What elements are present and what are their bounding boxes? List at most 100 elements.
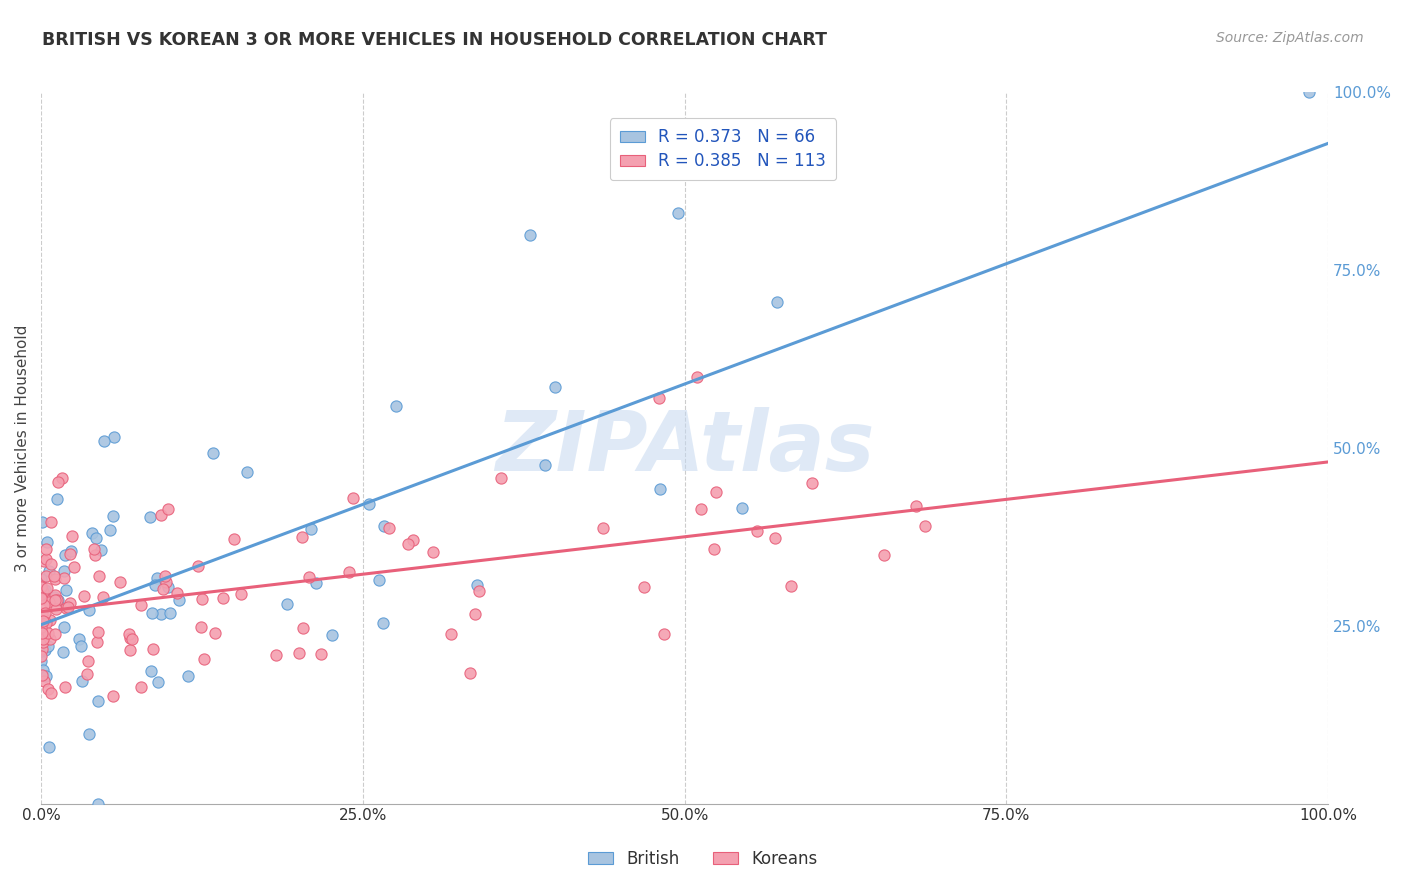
- Text: ZIPAtlas: ZIPAtlas: [495, 408, 875, 489]
- Point: [69, 632, 91, 646]
- Point: [46, 593, 69, 607]
- Point: [766, 295, 789, 310]
- Point: [31, 591, 53, 606]
- Point: [465, 578, 488, 592]
- Point: [222, 532, 245, 546]
- Point: [422, 545, 444, 559]
- Point: [468, 584, 491, 599]
- Point: [35, 541, 58, 556]
- Point: [38, 594, 60, 608]
- Point: [153, 568, 176, 582]
- Point: [39, 557, 62, 571]
- Point: [801, 476, 824, 491]
- Point: [101, 509, 124, 524]
- Point: [704, 485, 727, 500]
- Point: [55, 600, 77, 615]
- Point: [44, 593, 66, 607]
- Point: [155, 574, 177, 589]
- Point: [39, 686, 62, 700]
- Point: [83, 542, 105, 557]
- Point: [34, 643, 56, 657]
- Point: [53, 620, 76, 634]
- Point: [30, 632, 52, 646]
- Point: [45, 491, 67, 506]
- Point: [402, 533, 425, 547]
- Point: [87, 797, 110, 811]
- Point: [373, 519, 395, 533]
- Point: [905, 499, 928, 513]
- Point: [31, 515, 53, 529]
- Point: [91, 590, 114, 604]
- Point: [1298, 86, 1320, 100]
- Point: [138, 510, 160, 524]
- Point: [73, 589, 96, 603]
- Point: [30, 591, 52, 605]
- Point: [291, 530, 314, 544]
- Legend: British, Koreans: British, Koreans: [582, 844, 824, 875]
- Point: [231, 587, 253, 601]
- Point: [31, 615, 53, 629]
- Point: [52, 571, 75, 585]
- Point: [31, 626, 53, 640]
- Point: [648, 391, 671, 405]
- Point: [34, 598, 56, 612]
- Point: [190, 620, 212, 634]
- Point: [39, 613, 62, 627]
- Point: [780, 579, 803, 593]
- Point: [337, 566, 360, 580]
- Point: [190, 592, 212, 607]
- Point: [118, 627, 141, 641]
- Point: [38, 565, 60, 579]
- Point: [32, 674, 55, 689]
- Point: [167, 593, 190, 607]
- Point: [31, 583, 53, 598]
- Text: BRITISH VS KOREAN 3 OR MORE VEHICLES IN HOUSEHOLD CORRELATION CHART: BRITISH VS KOREAN 3 OR MORE VEHICLES IN …: [42, 31, 827, 49]
- Legend: R = 0.373   N = 66, R = 0.385   N = 113: R = 0.373 N = 66, R = 0.385 N = 113: [610, 119, 837, 180]
- Point: [77, 602, 100, 616]
- Point: [187, 558, 209, 573]
- Point: [384, 400, 406, 414]
- Point: [211, 591, 233, 606]
- Point: [87, 624, 110, 639]
- Point: [59, 544, 82, 558]
- Point: [652, 627, 675, 641]
- Point: [52, 645, 75, 659]
- Point: [378, 521, 401, 535]
- Point: [342, 491, 364, 505]
- Point: [32, 635, 55, 649]
- Point: [53, 548, 76, 562]
- Point: [159, 606, 181, 620]
- Point: [77, 654, 100, 668]
- Point: [439, 627, 461, 641]
- Point: [35, 569, 58, 583]
- Point: [359, 498, 381, 512]
- Point: [32, 632, 55, 647]
- Point: [30, 649, 52, 664]
- Point: [31, 582, 53, 596]
- Point: [30, 580, 52, 594]
- Point: [145, 578, 167, 592]
- Point: [166, 586, 188, 600]
- Point: [90, 543, 112, 558]
- Point: [276, 598, 298, 612]
- Point: [30, 572, 52, 586]
- Point: [648, 482, 671, 496]
- Text: Source: ZipAtlas.com: Source: ZipAtlas.com: [1216, 31, 1364, 45]
- Point: [37, 625, 59, 640]
- Point: [321, 627, 343, 641]
- Point: [367, 573, 389, 587]
- Point: [44, 627, 66, 641]
- Point: [150, 607, 173, 621]
- Point: [236, 465, 259, 479]
- Point: [299, 522, 322, 536]
- Point: [44, 590, 66, 604]
- Point: [519, 227, 541, 242]
- Point: [60, 529, 83, 543]
- Point: [35, 551, 58, 566]
- Point: [55, 582, 77, 597]
- Point: [396, 537, 419, 551]
- Point: [39, 593, 62, 607]
- Point: [84, 548, 107, 562]
- Point: [44, 572, 66, 586]
- Point: [264, 648, 287, 662]
